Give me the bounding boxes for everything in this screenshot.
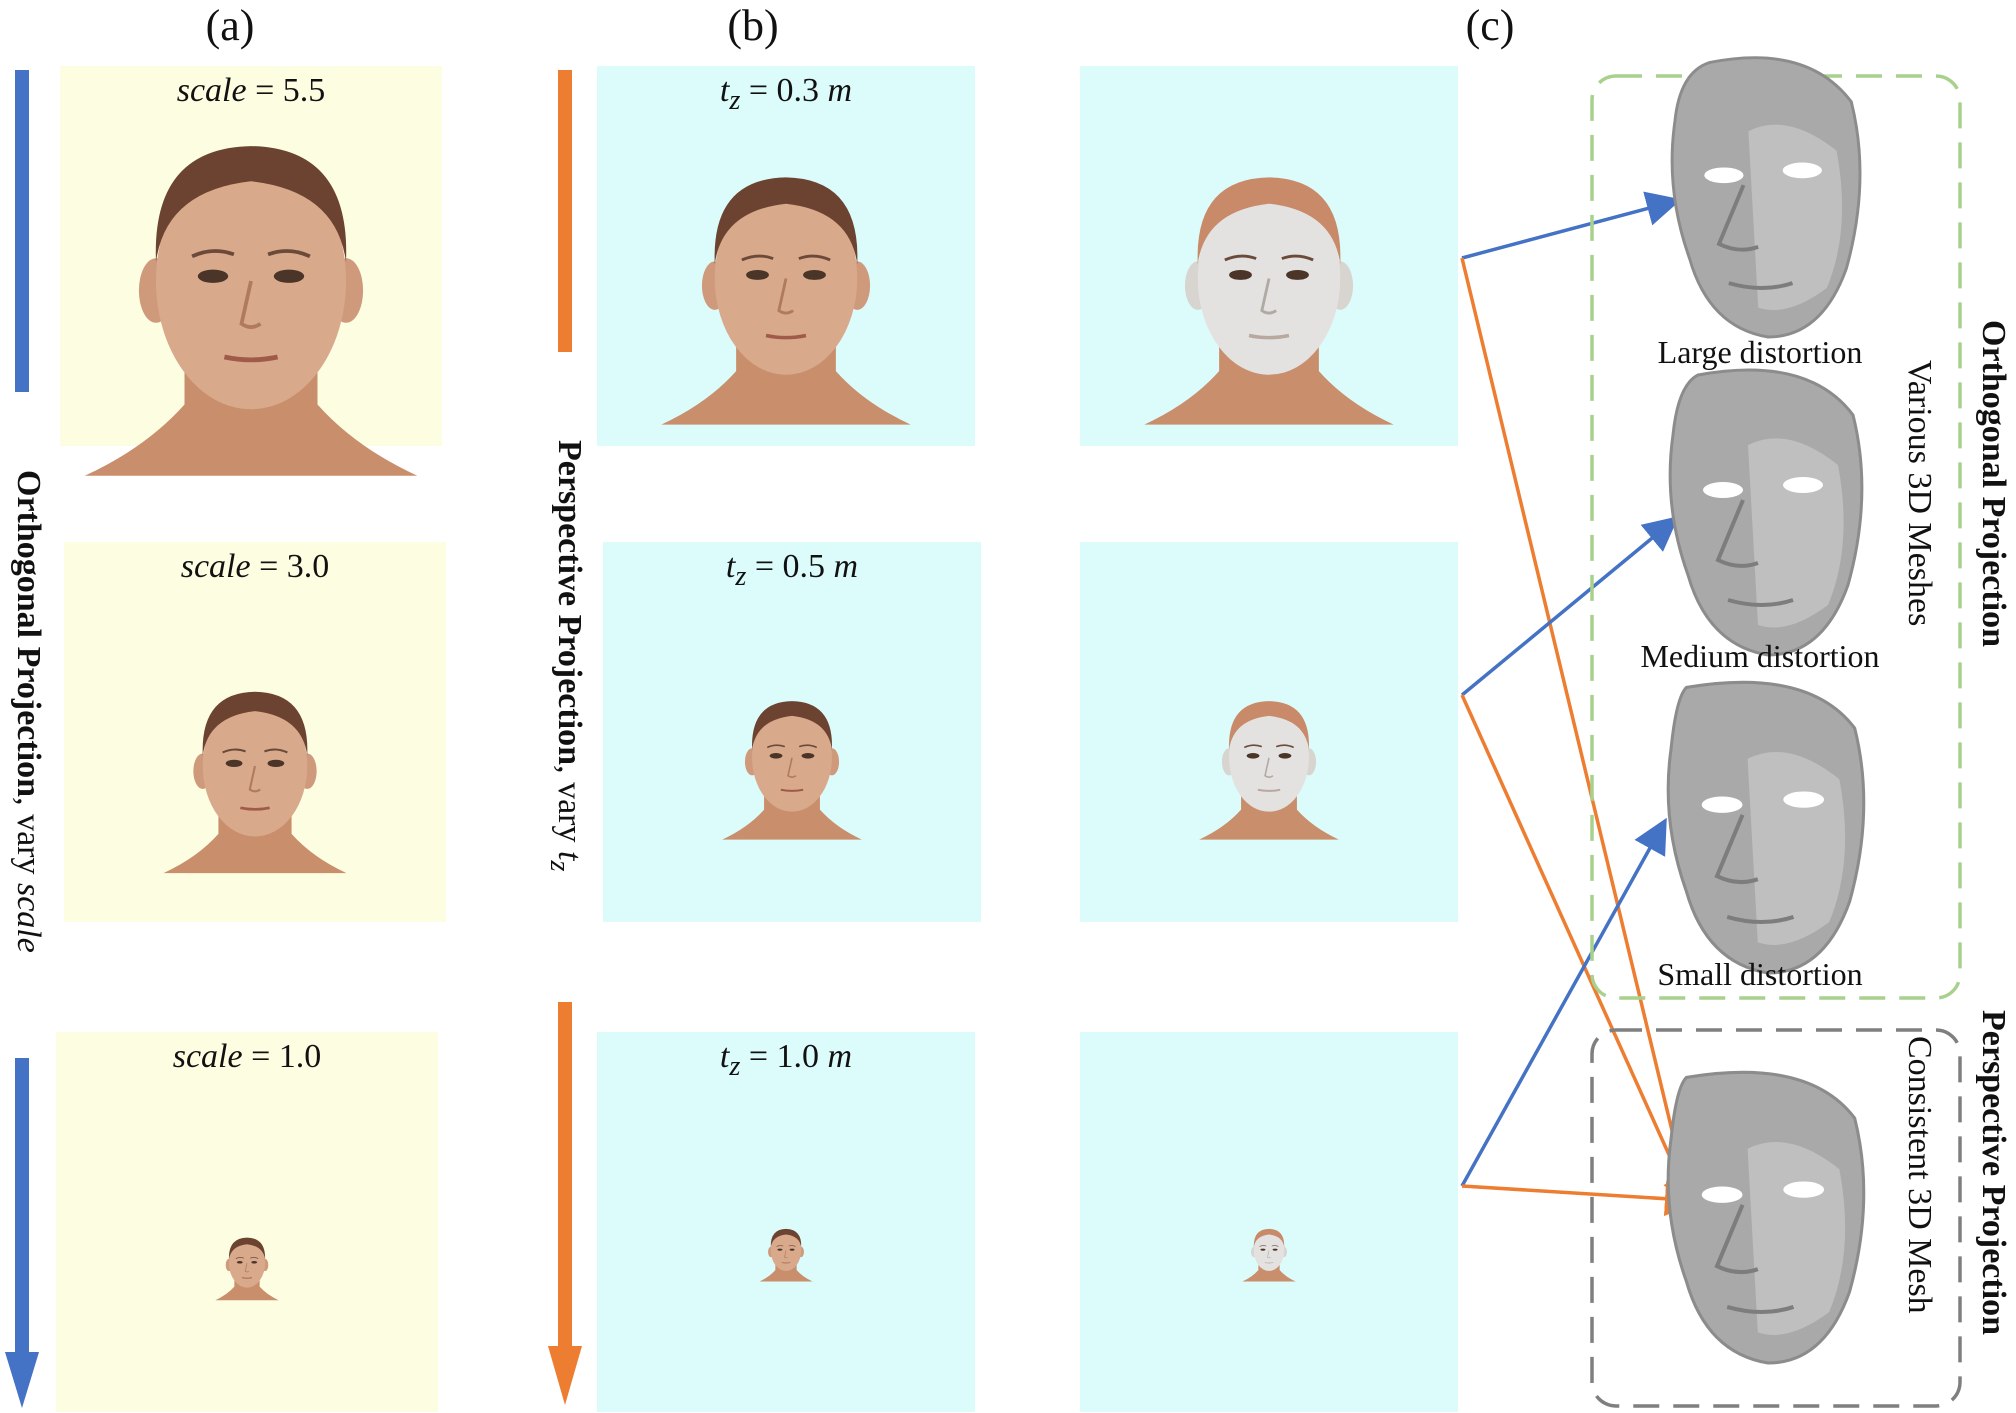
mesh-large-distortion xyxy=(1670,56,1862,339)
orth-box-2-title: scale = 3.0 xyxy=(64,548,446,586)
mesh-small-distortion xyxy=(1666,680,1866,975)
orth-box-3-eq: = 1.0 xyxy=(242,1038,322,1075)
orth-face-3 xyxy=(215,1237,279,1301)
orth-box-3-title: scale = 1.0 xyxy=(56,1038,438,1076)
persp-box-3-title: tz = 1.0 m xyxy=(597,1038,975,1083)
persp-box-3: tz = 1.0 m xyxy=(597,1032,975,1412)
orth-box-3-var: scale xyxy=(172,1038,243,1075)
orth-box-2-eq: = 3.0 xyxy=(250,548,330,585)
persp-box-2-sub: z xyxy=(735,560,747,592)
persp-group-title: Perspective Projection xyxy=(1975,1010,2012,1336)
orange-arrow-head xyxy=(548,1346,582,1405)
persp-box-1-unit: m xyxy=(827,72,853,109)
mesh-label-small: Small distortion xyxy=(1657,956,1863,992)
persp-box-2-title: tz = 0.5 m xyxy=(603,548,981,593)
persp-box-3-sub: z xyxy=(729,1050,741,1082)
persp-box-1-title: tz = 0.3 m xyxy=(597,72,975,117)
orth-box-1-eq: = 5.5 xyxy=(246,72,326,109)
render-face-1 xyxy=(1144,177,1394,425)
mesh-label-medium: Medium distortion xyxy=(1640,638,1880,674)
arrow-blue-1 xyxy=(1461,191,1682,260)
persp-group-label: Consistent 3D Mesh xyxy=(1901,1036,1938,1314)
persp-group-border xyxy=(1590,1028,1962,1408)
persp-box-1-sub: z xyxy=(729,84,741,116)
orth-face-1 xyxy=(84,146,418,476)
persp-box-2-unit: m xyxy=(833,548,859,585)
orth-group-title: Orthogonal Projection xyxy=(1975,320,2012,648)
orth-group-label: Various 3D Meshes xyxy=(1901,360,1938,627)
blue-arrow-top xyxy=(15,70,29,392)
mesh-consistent xyxy=(1666,1070,1866,1365)
orth-box-2-var: scale xyxy=(180,548,251,585)
persp-face-1 xyxy=(661,177,911,425)
persp-box-1-eq: = 0.3 xyxy=(740,72,828,109)
orth-face-2 xyxy=(163,691,347,874)
arrow-blue-2 xyxy=(1460,516,1679,697)
blue-arrow-head xyxy=(5,1352,39,1408)
mesh-label-large: Large distortion xyxy=(1657,334,1863,370)
render-box-3 xyxy=(1080,1032,1458,1412)
panel-label-c: (c) xyxy=(1465,1,1515,50)
persp-box-3-var: t xyxy=(719,1038,730,1075)
persp-face-3 xyxy=(759,1228,813,1282)
arrow-orange-2 xyxy=(1460,694,1696,1210)
arrow-orange-3 xyxy=(1461,1181,1700,1217)
orth-box-1-var: scale xyxy=(176,72,247,109)
persp-box-3-unit: m xyxy=(827,1038,853,1075)
mesh-medium-distortion xyxy=(1668,368,1864,657)
orange-arrow-top xyxy=(558,70,572,352)
orange-arrow-bottom xyxy=(558,1002,572,1352)
persp-box-3-eq: = 1.0 xyxy=(740,1038,828,1075)
persp-box-2-eq: = 0.5 xyxy=(746,548,834,585)
panel-label-b: (b) xyxy=(727,1,779,50)
panel-label-a: (a) xyxy=(205,1,255,50)
render-face-3 xyxy=(1242,1228,1296,1282)
orth-box-3: scale = 1.0 xyxy=(56,1032,438,1412)
blue-arrow-bottom xyxy=(15,1058,29,1358)
orth-box-1-title: scale = 5.5 xyxy=(60,72,442,110)
arrow-orange-1 xyxy=(1460,257,1701,1211)
render-face-2 xyxy=(1199,701,1339,840)
arrow-blue-3 xyxy=(1460,817,1667,1187)
persp-face-2 xyxy=(722,701,862,840)
persp-box-2-var: t xyxy=(725,548,736,585)
persp-box-1-var: t xyxy=(719,72,730,109)
